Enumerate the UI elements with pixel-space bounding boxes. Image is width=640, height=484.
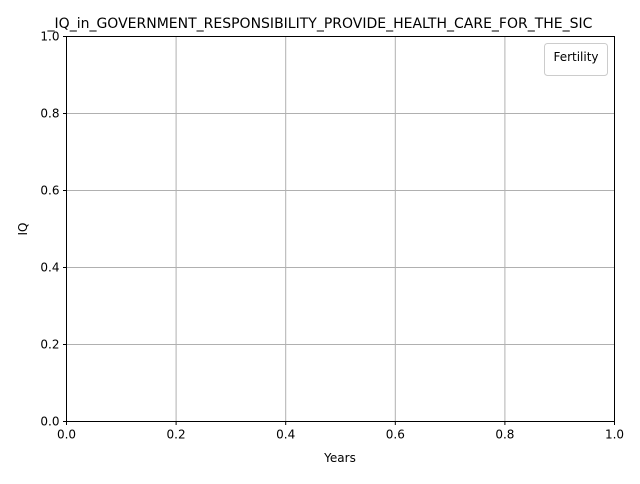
y-tick-label: 0.8 [40,107,59,121]
y-tick-label: 0.4 [40,261,59,275]
legend-title: Fertility [553,50,598,64]
x-tick-label: 0.4 [276,428,295,442]
x-tick-label: 0.6 [386,428,405,442]
y-tick-label: 0.0 [40,415,59,429]
x-tick-label: 0.8 [495,428,514,442]
grid-layer [66,36,615,422]
y-axis-label: IQ [16,223,30,236]
x-ticks-layer: 0.0 0.2 0.4 0.6 0.8 1.0 [57,421,624,442]
legend: Fertility [544,43,608,76]
x-tick-label: 1.0 [605,428,624,442]
y-tick-label: 1.0 [40,30,59,44]
y-tick-label: 0.2 [40,338,59,352]
x-axis-label: Years [323,451,356,465]
x-tick-label: 0.2 [167,428,186,442]
y-ticks-layer: 0.0 0.2 0.4 0.6 0.8 1.0 [40,30,67,429]
chart-title: _IQ_in_GOVERNMENT_RESPONSIBILITY_PROVIDE… [47,16,593,32]
y-tick-label: 0.6 [40,184,59,198]
x-tick-label: 0.0 [57,428,76,442]
legend-box [544,43,608,76]
plot-frame [66,36,615,422]
